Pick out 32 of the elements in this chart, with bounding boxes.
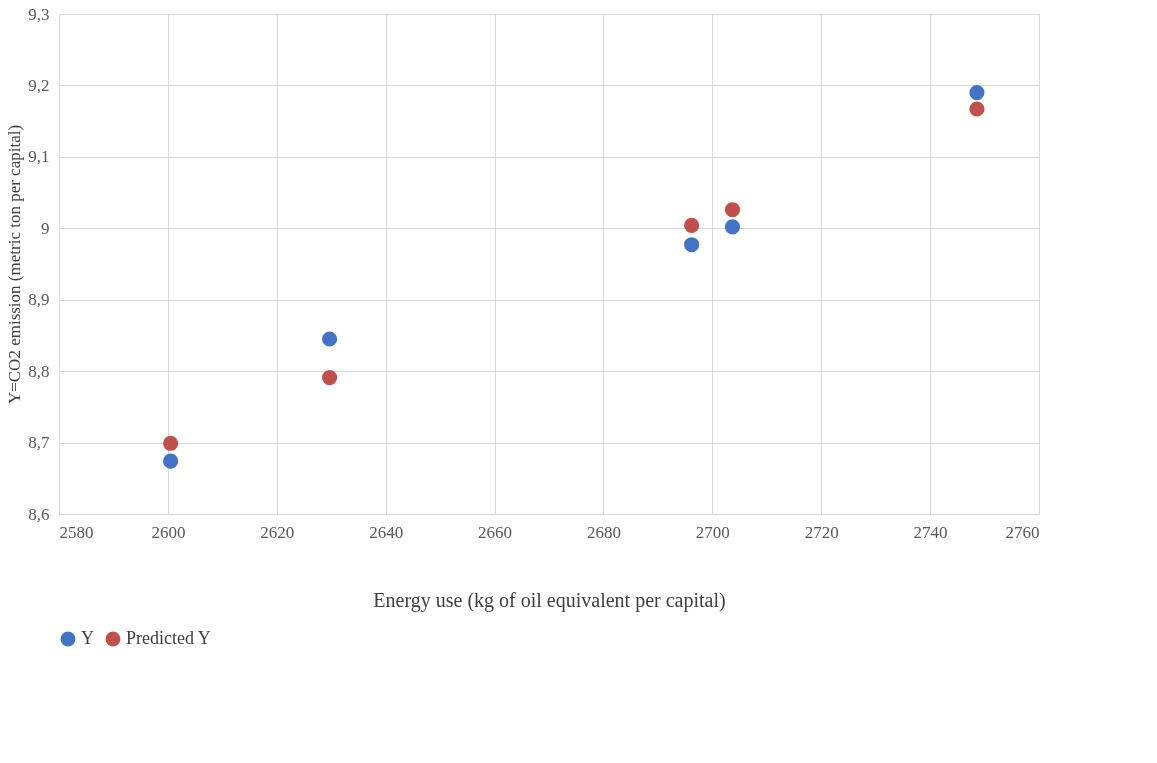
x-tick-label: 2600 — [151, 522, 186, 542]
point — [684, 217, 700, 233]
x-tick-label: 2680 — [586, 522, 621, 542]
x-tick-label: 2580 — [59, 522, 94, 542]
point — [724, 219, 741, 235]
y-tick-label: 8,6 — [28, 504, 50, 524]
point — [969, 85, 985, 101]
legend-label: Y — [81, 628, 94, 648]
y-tick-label: 9,3 — [28, 4, 50, 24]
y-tick-label: 8,7 — [28, 433, 50, 453]
y-tick-label: 8,9 — [28, 290, 50, 310]
x-axis-title: Energy use (kg of oil equivalent per capital) — [373, 588, 726, 612]
legend-label: Predicted Y — [126, 628, 211, 648]
point — [163, 435, 179, 451]
x-tick-label: 2740 — [913, 522, 948, 542]
x-tick-label: 2640 — [369, 522, 404, 542]
point — [163, 453, 179, 469]
y-tick-label: 9,2 — [28, 75, 50, 95]
point — [322, 331, 338, 347]
x-tick-label: 2660 — [478, 522, 513, 542]
y-tick-label: 8,8 — [28, 361, 50, 381]
point — [322, 370, 338, 386]
point — [684, 237, 700, 253]
y-tick-label: 9,1 — [28, 147, 50, 167]
y-axis-title: Y=CO2 emission (metric ton per capital) — [5, 124, 25, 405]
point — [969, 101, 985, 117]
y-tick-label: 9 — [41, 218, 50, 238]
x-tick-label: 2760 — [1005, 522, 1040, 542]
x-tick-label: 2700 — [695, 522, 730, 542]
point — [724, 202, 741, 218]
x-tick-label: 2720 — [804, 522, 839, 542]
x-tick-label: 2620 — [260, 522, 295, 542]
